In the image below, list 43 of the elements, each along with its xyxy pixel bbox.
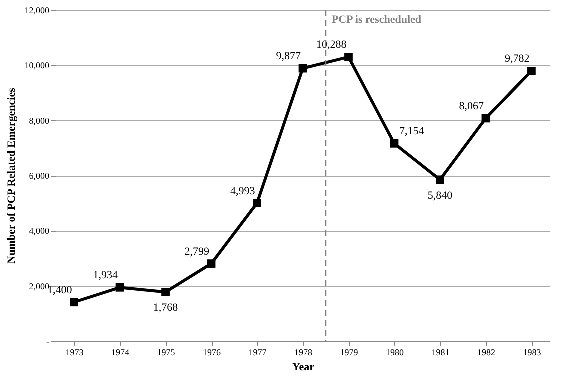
y-tick-label: 2,000 bbox=[29, 281, 50, 292]
data-label: 7,154 bbox=[399, 126, 425, 138]
y-tick-label: 12,000 bbox=[24, 6, 50, 16]
x-tick-label: 1980 bbox=[386, 348, 404, 358]
x-tick-label: 1982 bbox=[477, 348, 496, 358]
x-tick-label: 1975 bbox=[157, 348, 176, 358]
data-label: 5,840 bbox=[428, 190, 454, 202]
x-tick-label: 1977 bbox=[248, 348, 268, 358]
point bbox=[344, 53, 353, 62]
data-label: 10,288 bbox=[316, 39, 348, 52]
x-tick-label: 1976 bbox=[203, 348, 222, 358]
point bbox=[528, 66, 536, 76]
y-tick-label: 8,000 bbox=[29, 116, 50, 126]
ref-line-label: PCP is rescheduled bbox=[332, 14, 422, 26]
point bbox=[390, 139, 399, 148]
y-tick-label: 10,000 bbox=[24, 60, 50, 71]
point bbox=[482, 114, 490, 123]
x-tick-label: 1974 bbox=[112, 348, 130, 358]
x-tick-label: 1983 bbox=[523, 348, 542, 358]
x-tick-label: 1978 bbox=[294, 348, 313, 358]
point bbox=[298, 64, 308, 73]
point bbox=[162, 288, 170, 296]
point bbox=[116, 283, 124, 292]
y-tick-label: 4,000 bbox=[29, 226, 50, 236]
x-axis-title: Year bbox=[292, 362, 315, 374]
y-tick-label: - bbox=[46, 336, 50, 346]
data-label: 9,877 bbox=[276, 50, 302, 63]
data-label: 1,768 bbox=[153, 302, 179, 314]
data-label: 8,067 bbox=[459, 100, 484, 112]
data-label: 1,400 bbox=[48, 284, 73, 296]
y-axis-title: Number of PCP Related Emergencies bbox=[6, 87, 18, 264]
point bbox=[253, 199, 262, 208]
x-tick-label: 1979 bbox=[340, 348, 359, 358]
data-label: 9,782 bbox=[504, 53, 530, 66]
x-tick-label: 1973 bbox=[66, 348, 84, 358]
point bbox=[207, 260, 216, 268]
data-label: 4,993 bbox=[230, 185, 256, 198]
data-label: 2,799 bbox=[184, 246, 210, 258]
y-tick-label: 6,000 bbox=[29, 171, 50, 181]
data-label: 1,934 bbox=[93, 270, 119, 282]
x-tick-label: 1981 bbox=[432, 348, 450, 358]
point bbox=[70, 298, 78, 307]
point bbox=[436, 176, 444, 184]
